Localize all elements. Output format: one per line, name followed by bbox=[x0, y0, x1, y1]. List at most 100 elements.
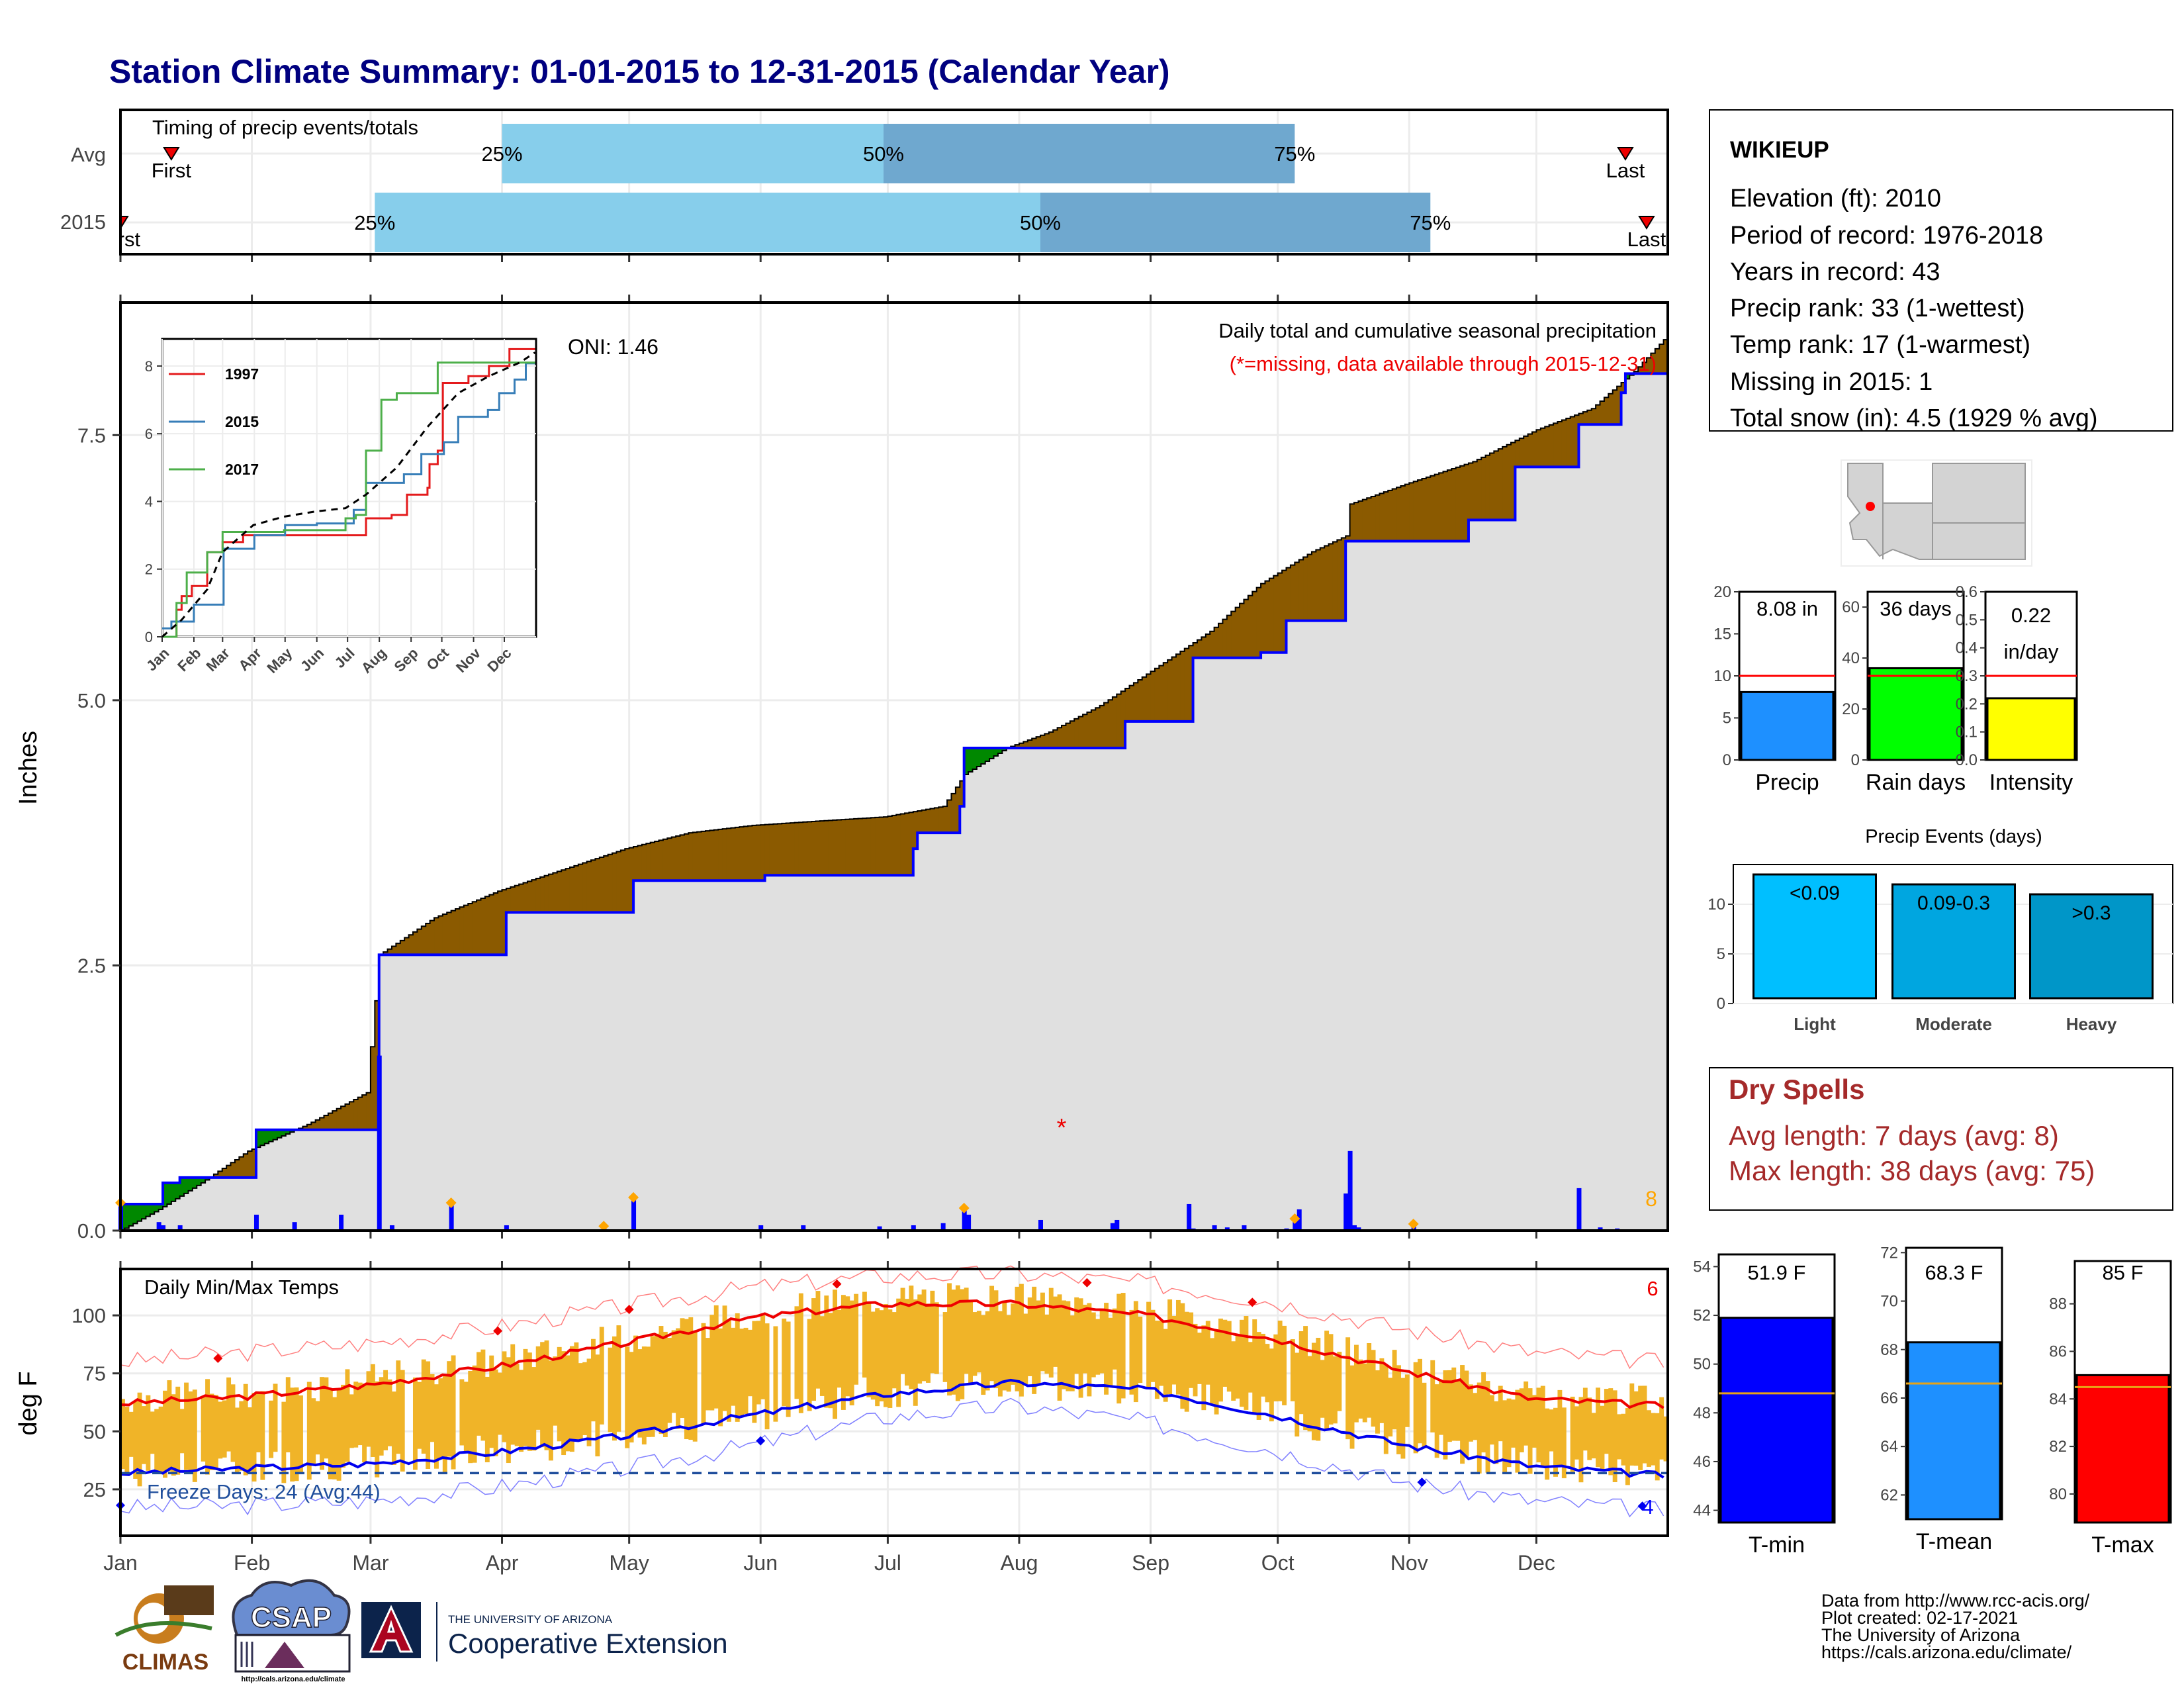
precip-panel: * 0.0 2.5 5.0 7.5 Inches Daily total and cu… bbox=[15, 301, 1669, 1269]
daily-temp-bar bbox=[1621, 1413, 1626, 1466]
daily-temp-bar bbox=[1298, 1331, 1304, 1415]
below-average-band bbox=[489, 894, 494, 955]
below-average-band bbox=[1574, 415, 1580, 467]
below-average-band bbox=[493, 892, 498, 955]
event-marker bbox=[1289, 1213, 1300, 1224]
below-average-band bbox=[328, 1113, 333, 1130]
below-average-band bbox=[671, 837, 676, 881]
timing-p75-label: 75% bbox=[1274, 142, 1315, 165]
below-average-band bbox=[1498, 449, 1503, 520]
timing-frame bbox=[119, 109, 1669, 256]
daily-precip-bar bbox=[449, 1203, 454, 1231]
below-average-band bbox=[218, 1171, 223, 1178]
above-average-band bbox=[124, 1203, 130, 1229]
daily-temp-bar bbox=[1477, 1382, 1482, 1474]
inset-legend-label: 1997 bbox=[225, 365, 259, 383]
below-average-band bbox=[620, 850, 625, 913]
gauge-value-label: 85 F bbox=[2102, 1261, 2143, 1284]
below-average-band bbox=[1048, 731, 1054, 748]
below-average-band bbox=[1108, 700, 1113, 748]
below-average-band bbox=[875, 817, 880, 876]
below-average-band bbox=[879, 817, 884, 876]
below-average-band bbox=[887, 816, 893, 876]
daily-temp-bar bbox=[680, 1318, 685, 1419]
below-average-band bbox=[1197, 639, 1202, 658]
station-line-elevation: Elevation (ft): 2010 bbox=[1730, 185, 1941, 212]
below-average-band bbox=[1019, 743, 1024, 748]
below-average-band bbox=[1248, 595, 1253, 658]
below-average-band bbox=[1036, 737, 1041, 748]
inset-legend-label: 2017 bbox=[225, 461, 259, 478]
gauge-ytick-label: 84 bbox=[2049, 1390, 2067, 1408]
below-average-band bbox=[1218, 623, 1224, 658]
below-average-band bbox=[315, 1119, 320, 1130]
daily-temp-bar bbox=[960, 1289, 965, 1399]
inset-ytick-label: 6 bbox=[145, 426, 153, 442]
daily-temp-bar bbox=[650, 1336, 655, 1437]
timing-row-avg-label: Avg bbox=[71, 143, 106, 166]
below-average-band bbox=[849, 819, 854, 876]
precip-ytick-label: 7.5 bbox=[77, 424, 106, 447]
below-average-band bbox=[404, 937, 410, 955]
below-average-band bbox=[477, 900, 482, 955]
daily-precip-bar bbox=[1293, 1219, 1298, 1231]
below-average-band bbox=[1320, 547, 1325, 621]
gauge-ytick-label: 0.0 bbox=[1956, 751, 1978, 769]
timing-bar-50-75 bbox=[883, 124, 1295, 183]
daily-temp-bar bbox=[535, 1346, 541, 1430]
daily-temp-bar bbox=[841, 1295, 846, 1410]
gauge-ytick-label: 86 bbox=[2049, 1342, 2067, 1360]
daily-temp-bar bbox=[1489, 1395, 1494, 1445]
below-average-band bbox=[841, 820, 846, 876]
daily-temp-bar bbox=[1396, 1365, 1401, 1454]
temps-ytick-label: 75 bbox=[83, 1362, 106, 1385]
below-average-band bbox=[633, 846, 639, 881]
events-bar bbox=[1752, 873, 1877, 1000]
timing-panel: 25% 50% 75% First Last 25% 50% 75% First Last Tim… bbox=[60, 109, 1669, 303]
daily-temp-bar bbox=[1108, 1317, 1113, 1386]
record-max-marker bbox=[213, 1354, 223, 1364]
daily-temp-bar bbox=[506, 1357, 511, 1464]
above-average-band bbox=[201, 1177, 206, 1183]
daily-temp-bar bbox=[1642, 1385, 1647, 1464]
below-average-band bbox=[1494, 451, 1499, 520]
daily-temp-bar bbox=[1104, 1303, 1109, 1395]
below-average-band bbox=[625, 849, 630, 913]
above-average-band bbox=[167, 1182, 172, 1204]
daily-temp-bar bbox=[896, 1298, 901, 1407]
inset-series-Avg bbox=[161, 352, 536, 638]
record-max-curve bbox=[120, 1265, 1664, 1370]
daily-temp-bar bbox=[510, 1344, 516, 1445]
below-average-band bbox=[1091, 710, 1096, 748]
below-average-band bbox=[544, 875, 549, 913]
below-average-band bbox=[1536, 430, 1541, 467]
below-average-band bbox=[1617, 386, 1622, 425]
daily-temp-bar bbox=[1604, 1389, 1609, 1454]
gauge-ytick-label: 0 bbox=[1851, 751, 1860, 769]
daily-temp-bar bbox=[1069, 1315, 1075, 1391]
below-average-band bbox=[680, 835, 685, 881]
daily-temp-bar bbox=[1400, 1378, 1406, 1459]
gauge-value-label: 51.9 F bbox=[1748, 1261, 1806, 1284]
daily-temp-bar bbox=[1256, 1332, 1261, 1420]
below-average-band bbox=[697, 831, 702, 881]
daily-precip-bar bbox=[253, 1214, 259, 1231]
daily-temp-bar bbox=[870, 1311, 876, 1400]
csap-logo-url: http://cals.arizona.edu/climate bbox=[241, 1675, 345, 1683]
daily-temp-bar bbox=[930, 1290, 935, 1374]
daily-temp-bar bbox=[531, 1367, 537, 1451]
record-min-curve bbox=[120, 1397, 1664, 1518]
below-average-band bbox=[336, 1108, 341, 1130]
below-average-band bbox=[1290, 565, 1295, 621]
daily-temp-bar bbox=[362, 1383, 367, 1463]
timing-p50-label: 50% bbox=[1020, 211, 1061, 234]
daily-temp-bar bbox=[595, 1354, 600, 1457]
month-label: Jan bbox=[103, 1551, 138, 1575]
below-average-band bbox=[357, 1097, 363, 1130]
below-average-band bbox=[1561, 420, 1567, 467]
daily-temp-bar bbox=[1240, 1319, 1244, 1407]
daily-temp-bar bbox=[1633, 1391, 1639, 1466]
below-average-band bbox=[1655, 348, 1660, 374]
daily-temp-bar bbox=[629, 1352, 634, 1443]
daily-precip-bar bbox=[966, 1214, 972, 1231]
